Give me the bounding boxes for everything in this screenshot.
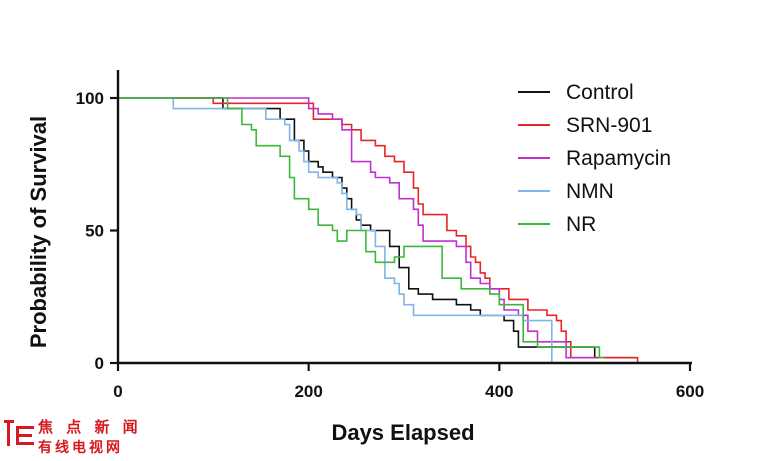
legend-label-nr: NR xyxy=(566,213,596,236)
legend: Control SRN-901 Rapamycin NMN NR xyxy=(518,81,671,236)
tick-labels-layer: 0 200 400 600 0 50 100 xyxy=(76,89,705,401)
legend-label-rapamycin: Rapamycin xyxy=(566,147,671,170)
y-tick-label: 50 xyxy=(85,222,104,241)
series-line-control xyxy=(118,97,633,359)
watermark: 焦 点 新 闻 有线电视网 xyxy=(2,414,142,460)
x-tick-label: 600 xyxy=(676,382,704,401)
legend-label-nmn: NMN xyxy=(566,180,614,203)
x-axis-title: Days Elapsed xyxy=(331,420,474,445)
watermark-line1: 焦 点 新 闻 xyxy=(38,418,142,436)
x-tick-label: 0 xyxy=(113,382,122,401)
x-tick-label: 400 xyxy=(485,382,513,401)
legend-label-control: Control xyxy=(566,81,634,104)
tv-network-logo-icon xyxy=(4,420,34,446)
series-line-nr xyxy=(118,97,605,359)
y-axis-title: Probability of Survival xyxy=(26,116,51,348)
y-tick-label: 0 xyxy=(95,354,104,373)
x-tick-label: 200 xyxy=(294,382,322,401)
series-line-rapamycin xyxy=(118,97,595,359)
legend-label-srn-901: SRN-901 xyxy=(566,114,652,137)
series-line-nmn xyxy=(118,97,553,363)
series-line-srn-901 xyxy=(118,97,639,363)
y-tick-label: 100 xyxy=(76,89,104,108)
axes-layer xyxy=(110,70,692,371)
watermark-line2: 有线电视网 xyxy=(38,440,123,456)
curves-layer xyxy=(118,97,639,363)
